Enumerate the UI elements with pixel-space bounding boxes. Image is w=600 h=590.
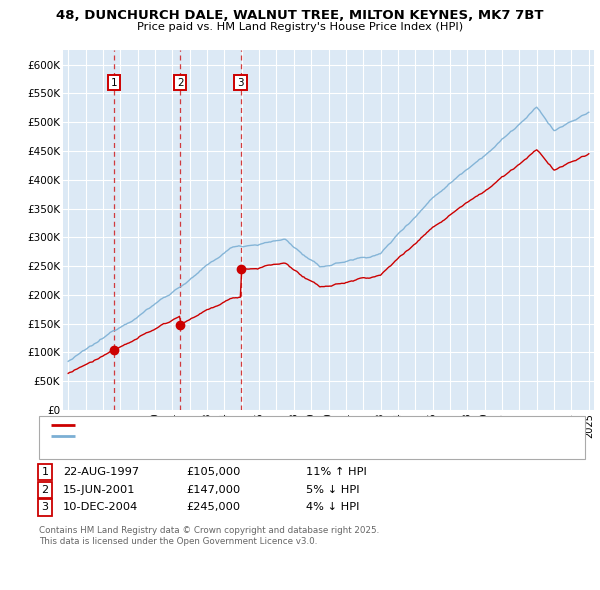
Text: £245,000: £245,000 xyxy=(186,503,240,512)
Text: 15-JUN-2001: 15-JUN-2001 xyxy=(63,485,136,494)
Text: 11% ↑ HPI: 11% ↑ HPI xyxy=(306,467,367,477)
Text: 48, DUNCHURCH DALE, WALNUT TREE, MILTON KEYNES, MK7 7BT: 48, DUNCHURCH DALE, WALNUT TREE, MILTON … xyxy=(56,9,544,22)
Text: 2: 2 xyxy=(41,485,49,494)
Text: 4% ↓ HPI: 4% ↓ HPI xyxy=(306,503,359,512)
Text: £147,000: £147,000 xyxy=(186,485,240,494)
Text: Price paid vs. HM Land Registry's House Price Index (HPI): Price paid vs. HM Land Registry's House … xyxy=(137,22,463,32)
Text: 10-DEC-2004: 10-DEC-2004 xyxy=(63,503,138,512)
Text: 48, DUNCHURCH DALE, WALNUT TREE, MILTON KEYNES, MK7 7BT (detached house): 48, DUNCHURCH DALE, WALNUT TREE, MILTON … xyxy=(78,421,502,430)
Text: 2: 2 xyxy=(177,77,184,87)
Text: 22-AUG-1997: 22-AUG-1997 xyxy=(63,467,139,477)
Text: 5% ↓ HPI: 5% ↓ HPI xyxy=(306,485,359,494)
Text: 3: 3 xyxy=(41,503,49,512)
Text: 1: 1 xyxy=(111,77,118,87)
Text: £105,000: £105,000 xyxy=(186,467,241,477)
Text: 3: 3 xyxy=(238,77,244,87)
Text: Contains HM Land Registry data © Crown copyright and database right 2025.
This d: Contains HM Land Registry data © Crown c… xyxy=(39,526,379,546)
Text: 1: 1 xyxy=(41,467,49,477)
Text: HPI: Average price, detached house, Milton Keynes: HPI: Average price, detached house, Milt… xyxy=(78,431,335,441)
